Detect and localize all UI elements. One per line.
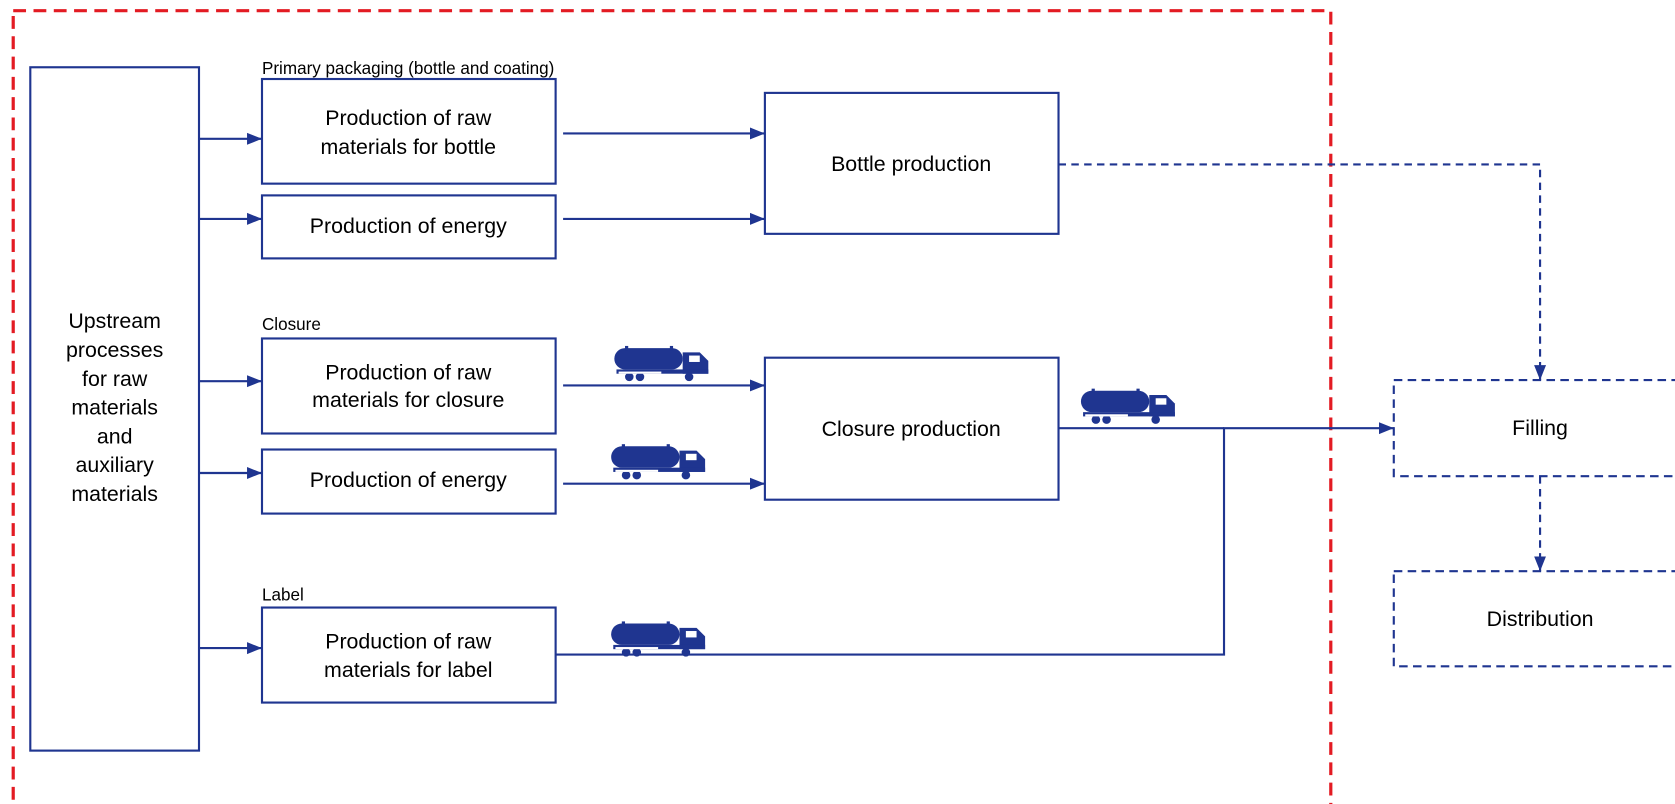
system-boundary [11, 9, 1333, 804]
process-box [260, 77, 557, 185]
group-label: Closure [262, 315, 321, 334]
node-label: Production of energy [310, 468, 507, 492]
node-label: materials for bottle [320, 135, 496, 159]
node-label: Closure production [822, 417, 1001, 441]
arrow [555, 422, 1394, 656]
truck-icon [614, 345, 709, 382]
node-label: materials for label [324, 658, 492, 682]
node-label: Upstream [68, 309, 161, 333]
truck-icon [611, 444, 706, 480]
group-label: Primary packaging (bottle and coating) [262, 59, 554, 78]
node-label: Distribution [1487, 607, 1594, 631]
node-label: Production of raw [325, 106, 492, 130]
node-label: Filling [1512, 416, 1568, 440]
process-box [260, 337, 557, 435]
group-label: Label [262, 585, 304, 604]
node-label: materials for closure [312, 388, 504, 412]
truck-icon [611, 621, 706, 657]
process-box [763, 356, 1060, 501]
arrows [198, 127, 1547, 656]
boxes [29, 66, 1675, 752]
node-label: materials [71, 396, 158, 420]
node-label: for raw [82, 367, 148, 391]
process-box-external [1392, 570, 1675, 668]
node-label: and [97, 424, 133, 448]
truck-icon [1080, 388, 1175, 424]
process-box [260, 194, 557, 260]
process-box [260, 606, 557, 704]
node-label: Bottle production [831, 152, 991, 176]
node-label: Production of raw [325, 360, 492, 384]
node-label: auxiliary [75, 453, 154, 477]
node-label: Production of energy [310, 214, 507, 238]
upstream-box [29, 66, 201, 752]
node-label: materials [71, 482, 158, 506]
arrow-dashed [1058, 163, 1547, 381]
process-box [763, 91, 1060, 235]
node-label: Production of raw [325, 629, 492, 653]
process-box-external [1392, 379, 1675, 478]
process-box [260, 448, 557, 515]
node-label: processes [66, 338, 163, 362]
